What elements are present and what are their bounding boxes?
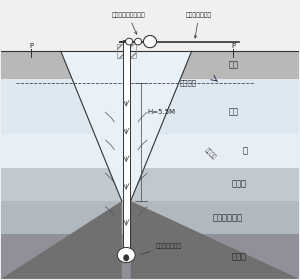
Circle shape [143, 36, 157, 48]
Text: 表土: 表土 [228, 61, 238, 70]
Bar [2, 79, 298, 85]
Text: H=5.5M: H=5.5M [147, 109, 175, 115]
Text: P: P [231, 43, 235, 48]
Text: 地下水位: 地下水位 [203, 147, 217, 160]
Polygon shape [131, 201, 298, 279]
Bar [2, 234, 298, 279]
Bar [117, 44, 136, 58]
Bar [122, 40, 130, 251]
Text: 自然水位: 自然水位 [180, 80, 197, 87]
Text: 細砂: 細砂 [228, 108, 238, 117]
Ellipse shape [123, 254, 129, 261]
Text: P: P [29, 43, 33, 48]
Circle shape [146, 38, 154, 45]
Circle shape [126, 38, 133, 45]
Bar [2, 51, 298, 79]
Text: 砂: 砂 [243, 147, 248, 156]
Bar [2, 79, 298, 134]
Bar [2, 168, 298, 201]
Polygon shape [61, 51, 192, 201]
Text: 粘土混り細砂: 粘土混り細砂 [212, 213, 242, 222]
Circle shape [134, 38, 142, 45]
Ellipse shape [117, 248, 135, 263]
Text: シルト: シルト [232, 180, 247, 189]
Bar [2, 134, 298, 168]
Bar [2, 201, 298, 234]
Text: ヘッダーパイプ: ヘッダーパイプ [186, 12, 212, 38]
Text: スイングジョイント: スイングジョイント [111, 12, 145, 34]
Polygon shape [2, 201, 122, 279]
Text: ウエルポイント: ウエルポイント [141, 244, 182, 254]
Text: シルト: シルト [232, 252, 247, 261]
